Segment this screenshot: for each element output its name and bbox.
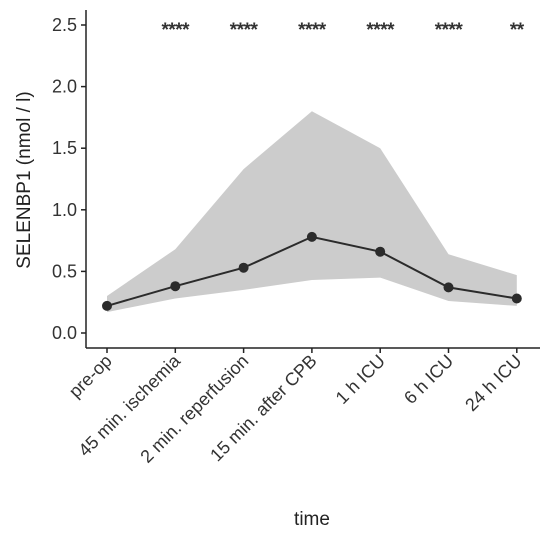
confidence-band (107, 111, 517, 313)
y-axis-title: SELENBP1 (nmol / l) (14, 91, 35, 268)
x-tick-label: 1 h ICU (332, 351, 389, 408)
data-point (170, 281, 181, 292)
x-tick-label: 24 h ICU (461, 351, 525, 415)
significance-label: ** (510, 20, 525, 41)
significance-label: **** (162, 20, 191, 41)
data-point (443, 282, 454, 293)
y-tick-label: 2.5 (52, 15, 77, 35)
y-tick-label: 0.5 (52, 261, 77, 281)
data-point (102, 300, 112, 311)
y-tick-label: 2.0 (52, 77, 77, 97)
confidence-band-layer (107, 111, 517, 313)
significance-label: **** (366, 20, 395, 41)
significance-label: **** (230, 20, 259, 41)
data-point (238, 262, 249, 273)
significance-label: **** (435, 20, 464, 41)
y-tick-label: 1.5 (52, 138, 77, 158)
data-point (511, 293, 522, 304)
x-tick-label: pre-op (65, 351, 116, 402)
x-axis-title: time (294, 509, 330, 530)
data-point (306, 231, 317, 242)
x-tick-label: 6 h ICU (400, 351, 457, 408)
series-layer (102, 231, 522, 311)
axes-layer (81, 10, 540, 353)
data-point (375, 246, 386, 257)
y-tick-label: 1.0 (52, 200, 77, 220)
significance-label: **** (298, 20, 327, 41)
y-tick-label: 0.0 (52, 323, 77, 343)
